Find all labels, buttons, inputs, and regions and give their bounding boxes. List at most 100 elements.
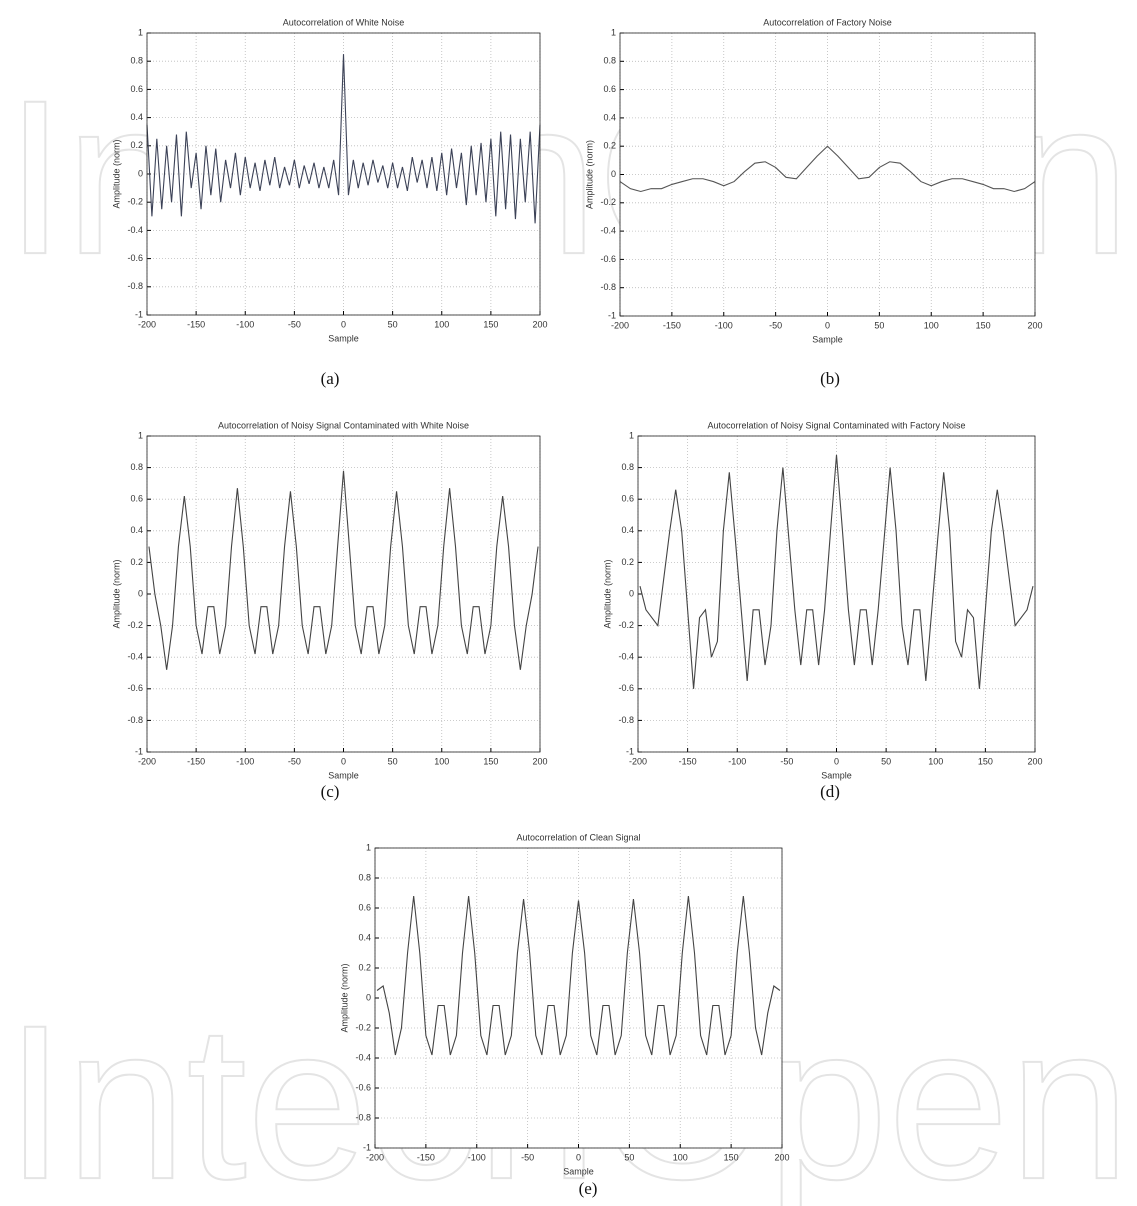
y-tick-label: -1	[608, 310, 616, 320]
plot-area	[147, 436, 540, 752]
caption: (b)	[820, 369, 840, 388]
y-tick-label: -1	[626, 746, 634, 756]
y-tick-label: 0.4	[621, 525, 634, 535]
caption: (e)	[579, 1179, 598, 1198]
x-tick-label: 50	[388, 756, 398, 766]
x-tick-label: -100	[236, 756, 254, 766]
x-tick-label: -100	[236, 319, 254, 329]
x-tick-label: -150	[187, 756, 205, 766]
x-tick-label: -150	[187, 319, 205, 329]
y-tick-label: 0.8	[358, 872, 371, 882]
x-tick-label: -200	[629, 756, 647, 766]
chart: -1 -0.8 -0.6 -0.4 -0.2 0 0.2 0.4 0.6 0.8 1 -200 -150…	[602, 420, 1042, 801]
x-tick-label: 50	[874, 320, 884, 330]
x-tick-label: -200	[366, 1152, 384, 1162]
x-tick-label: 50	[881, 756, 891, 766]
x-tick-label: 150	[978, 756, 993, 766]
y-tick-label: 0.4	[603, 112, 616, 122]
caption: (d)	[820, 782, 840, 801]
x-tick-label: -50	[521, 1152, 534, 1162]
y-tick-label: 0.8	[603, 56, 616, 66]
plot-frame	[146, 435, 541, 753]
chart: -1 -0.8 -0.6 -0.4 -0.2 0 0.2 0.4 0.6 0.8 1 -200 -150…	[339, 832, 789, 1198]
x-tick-label: -200	[138, 756, 156, 766]
x-tick-label: -50	[780, 756, 793, 766]
x-axis-label: Sample	[821, 770, 852, 780]
x-tick-label: 0	[834, 756, 839, 766]
y-tick-label: 0.4	[358, 932, 371, 942]
x-tick-label: 100	[924, 320, 939, 330]
y-tick-label: 0.8	[621, 462, 634, 472]
x-tick-label: 0	[341, 756, 346, 766]
chart-title: Autocorrelation of Factory Noise	[763, 17, 892, 27]
chart: -1 -0.8 -0.6 -0.4 -0.2 0 0.2 0.4 0.6 0.8 1 -200 -150…	[584, 17, 1042, 388]
y-tick-label: 0.8	[130, 56, 143, 66]
x-tick-label: 150	[483, 756, 498, 766]
y-axis-label: Amplitude (norm)	[111, 559, 121, 628]
y-tick-label: -0.2	[127, 197, 143, 207]
y-tick-label: 1	[138, 430, 143, 440]
x-axis-label: Sample	[328, 770, 359, 780]
y-tick-label: 0.6	[130, 84, 143, 94]
x-tick-label: -50	[288, 756, 301, 766]
y-tick-label: -1	[135, 746, 143, 756]
plot-frame	[637, 435, 1036, 753]
x-tick-label: 0	[341, 319, 346, 329]
x-tick-label: 0	[576, 1152, 581, 1162]
y-tick-label: 1	[629, 430, 634, 440]
y-tick-label: 0.8	[130, 462, 143, 472]
y-tick-label: -0.8	[355, 1112, 371, 1122]
y-tick-label: -0.4	[600, 225, 616, 235]
plot-frame	[619, 32, 1036, 317]
y-tick-label: -0.2	[355, 1022, 371, 1032]
x-axis-label: Sample	[328, 333, 359, 343]
y-tick-label: 1	[366, 842, 371, 852]
y-axis-label: Amplitude (norm)	[602, 559, 612, 628]
chart-title: Autocorrelation of White Noise	[283, 17, 405, 27]
y-tick-label: -0.8	[127, 715, 143, 725]
y-tick-label: -1	[363, 1142, 371, 1152]
data-line	[148, 470, 539, 670]
y-tick-label: -0.6	[600, 254, 616, 264]
x-tick-label: 0	[825, 320, 830, 330]
x-tick-label: 200	[532, 319, 547, 329]
y-tick-label: -0.8	[618, 715, 634, 725]
chart-title: Autocorrelation of Noisy Signal Contamin…	[218, 420, 469, 430]
y-tick-label: -1	[135, 309, 143, 319]
y-tick-label: 0	[138, 588, 143, 598]
x-tick-label: -100	[715, 320, 733, 330]
x-tick-label: 200	[1027, 756, 1042, 766]
x-tick-label: -100	[468, 1152, 486, 1162]
x-tick-label: -150	[679, 756, 697, 766]
y-tick-label: 0	[366, 992, 371, 1002]
chart-title: Autocorrelation of Noisy Signal Contamin…	[707, 420, 965, 430]
y-tick-label: 1	[138, 27, 143, 37]
data-line	[376, 895, 781, 1056]
y-tick-label: -0.6	[127, 683, 143, 693]
y-tick-label: -0.4	[355, 1052, 371, 1062]
y-tick-label: 0	[611, 169, 616, 179]
y-tick-label: 0	[629, 588, 634, 598]
y-tick-label: 0.2	[621, 557, 634, 567]
y-tick-label: 0.6	[130, 494, 143, 504]
y-tick-label: -0.2	[618, 620, 634, 630]
x-tick-label: -150	[417, 1152, 435, 1162]
x-tick-label: 200	[532, 756, 547, 766]
data-line	[639, 454, 1034, 689]
y-tick-label: 0.4	[130, 525, 143, 535]
x-tick-label: -100	[728, 756, 746, 766]
x-tick-label: -50	[288, 319, 301, 329]
y-tick-label: -0.8	[127, 281, 143, 291]
x-axis-label: Sample	[563, 1166, 594, 1176]
x-tick-label: 200	[774, 1152, 789, 1162]
y-tick-label: -0.4	[618, 652, 634, 662]
y-tick-label: -0.4	[127, 652, 143, 662]
data-line	[619, 145, 1036, 193]
x-tick-label: -50	[769, 320, 782, 330]
data-line	[146, 54, 541, 224]
plot-frame	[374, 847, 783, 1149]
x-tick-label: 100	[434, 756, 449, 766]
caption: (c)	[321, 782, 340, 801]
y-tick-label: 0.2	[130, 140, 143, 150]
